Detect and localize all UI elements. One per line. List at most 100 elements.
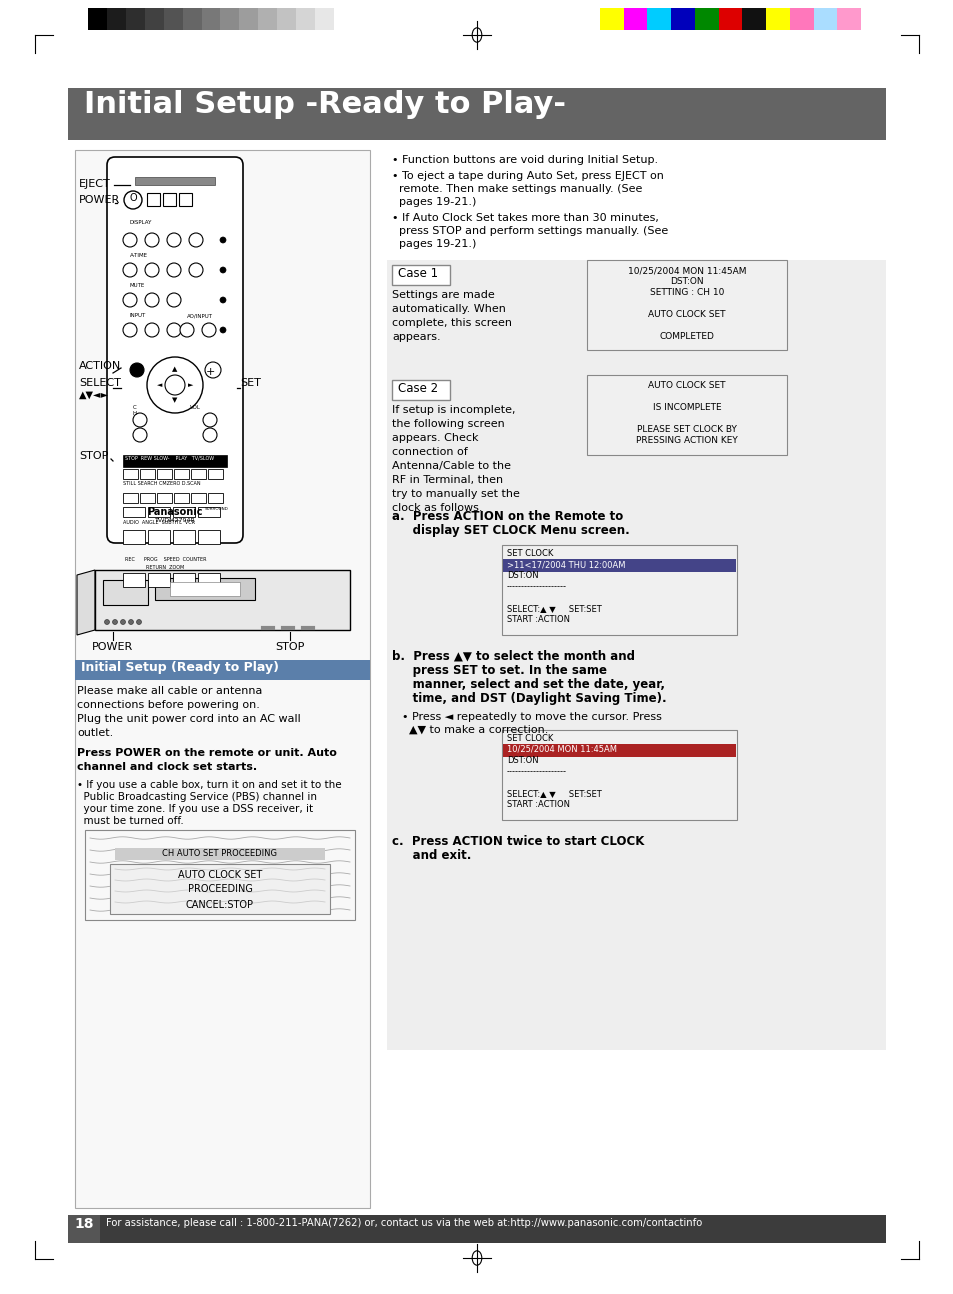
Bar xyxy=(157,468,172,479)
Text: • Press ◄ repeatedly to move the cursor. Press: • Press ◄ repeatedly to move the cursor.… xyxy=(401,712,661,722)
Circle shape xyxy=(124,192,142,210)
Text: SET CLOCK: SET CLOCK xyxy=(506,549,553,558)
Text: CANCEL:STOP: CANCEL:STOP xyxy=(186,901,253,910)
Text: Settings are made: Settings are made xyxy=(392,290,495,300)
Bar xyxy=(599,8,623,30)
Bar xyxy=(88,8,108,30)
Polygon shape xyxy=(77,569,95,635)
Text: press STOP and perform settings manually. (See: press STOP and perform settings manually… xyxy=(392,226,667,236)
Text: pages 19-21.): pages 19-21.) xyxy=(392,239,476,248)
Bar xyxy=(68,1215,885,1244)
Text: PRESSING ACTION KEY: PRESSING ACTION KEY xyxy=(636,436,737,445)
Bar xyxy=(173,493,189,503)
Text: PLEASE SET CLOCK BY: PLEASE SET CLOCK BY xyxy=(637,424,736,433)
Bar xyxy=(157,493,172,503)
Bar xyxy=(140,493,154,503)
Text: SURROUND: SURROUND xyxy=(205,507,229,511)
Text: DST:ON: DST:ON xyxy=(670,277,703,286)
Bar xyxy=(861,8,884,30)
Circle shape xyxy=(147,357,203,413)
Text: STOP: STOP xyxy=(79,452,109,461)
Text: STOP: STOP xyxy=(275,642,304,652)
Bar xyxy=(586,260,786,349)
Text: AUDIO  ANGLE  SUBTITL  VCR: AUDIO ANGLE SUBTITL VCR xyxy=(123,520,194,525)
Bar xyxy=(277,8,296,30)
Text: IS INCOMPLETE: IS INCOMPLETE xyxy=(652,402,720,411)
Bar xyxy=(126,8,145,30)
Bar xyxy=(172,507,194,518)
Text: STILL SEARCH CMZERO D.SCAN: STILL SEARCH CMZERO D.SCAN xyxy=(123,481,200,487)
Text: RETURN  ZOOM: RETURN ZOOM xyxy=(125,565,184,569)
Text: SET: SET xyxy=(240,378,260,388)
Text: For assistance, please call : 1-800-211-PANA(7262) or, contact us via the web at: For assistance, please call : 1-800-211-… xyxy=(106,1218,701,1228)
Text: ►: ► xyxy=(188,382,193,388)
Circle shape xyxy=(132,428,147,443)
Bar xyxy=(789,8,814,30)
Bar xyxy=(695,8,719,30)
Bar xyxy=(68,88,885,140)
Text: Please make all cable or antenna: Please make all cable or antenna xyxy=(77,686,262,696)
Bar xyxy=(586,375,786,455)
Bar xyxy=(387,260,885,1049)
Bar xyxy=(387,150,885,1209)
Text: outlet.: outlet. xyxy=(77,729,113,738)
Text: remote. Then make settings manually. (See: remote. Then make settings manually. (Se… xyxy=(392,184,641,194)
Text: AUTO CLOCK SET: AUTO CLOCK SET xyxy=(648,380,725,389)
Text: display SET CLOCK Menu screen.: display SET CLOCK Menu screen. xyxy=(392,524,629,537)
Bar xyxy=(671,8,695,30)
Text: Case 1: Case 1 xyxy=(397,267,437,280)
Bar xyxy=(148,507,170,518)
Bar xyxy=(501,730,737,820)
Circle shape xyxy=(112,620,117,625)
Text: the following screen: the following screen xyxy=(392,419,504,430)
Bar xyxy=(68,1215,100,1244)
Text: press SET to set. In the same: press SET to set. In the same xyxy=(392,664,606,677)
Bar xyxy=(502,559,735,572)
Bar xyxy=(837,8,861,30)
Text: Plug the unit power cord into an AC wall: Plug the unit power cord into an AC wall xyxy=(77,714,300,725)
Circle shape xyxy=(145,233,159,247)
Text: a.  Press ACTION on the Remote to: a. Press ACTION on the Remote to xyxy=(392,510,622,523)
Bar xyxy=(208,493,223,503)
Text: b.  Press ▲▼ to select the month and: b. Press ▲▼ to select the month and xyxy=(392,650,635,663)
Text: ◄: ◄ xyxy=(156,382,162,388)
Text: MUTE: MUTE xyxy=(130,283,145,289)
Text: Initial Setup -Ready to Play-: Initial Setup -Ready to Play- xyxy=(84,91,565,119)
Bar xyxy=(110,864,330,914)
Text: • Function buttons are void during Initial Setup.: • Function buttons are void during Initi… xyxy=(392,155,658,166)
Bar xyxy=(220,8,239,30)
Text: STOP  REW SLOW-    PLAY   TV/SLOW: STOP REW SLOW- PLAY TV/SLOW xyxy=(125,455,213,461)
Text: --------------------: -------------------- xyxy=(506,582,566,591)
Text: pages 19-21.): pages 19-21.) xyxy=(392,197,476,207)
Bar xyxy=(258,8,277,30)
Bar xyxy=(107,8,126,30)
Text: must be turned off.: must be turned off. xyxy=(77,817,184,826)
Text: SELECT:▲ ▼     SET:SET: SELECT:▲ ▼ SET:SET xyxy=(506,789,601,798)
Circle shape xyxy=(203,428,216,443)
Bar xyxy=(208,468,223,479)
Circle shape xyxy=(123,292,137,307)
Bar xyxy=(392,265,450,285)
Text: COMPLETED: COMPLETED xyxy=(659,333,714,342)
Text: If setup is incomplete,: If setup is incomplete, xyxy=(392,405,515,415)
Text: DST:ON: DST:ON xyxy=(506,571,538,580)
Bar xyxy=(170,582,240,597)
Bar xyxy=(191,493,206,503)
Text: DST:ON: DST:ON xyxy=(506,756,538,765)
Text: your time zone. If you use a DSS receiver, it: your time zone. If you use a DSS receive… xyxy=(77,804,313,814)
Bar xyxy=(647,8,671,30)
Bar xyxy=(123,455,227,467)
Text: DISPLAY: DISPLAY xyxy=(130,220,152,225)
Text: AUTO CLOCK SET: AUTO CLOCK SET xyxy=(648,311,725,320)
Bar xyxy=(201,8,221,30)
Circle shape xyxy=(220,298,226,303)
Text: channel and clock set starts.: channel and clock set starts. xyxy=(77,762,257,773)
Circle shape xyxy=(145,292,159,307)
Bar xyxy=(140,468,154,479)
Circle shape xyxy=(220,267,226,273)
Text: and exit.: and exit. xyxy=(392,849,471,862)
Text: PROCEEDING: PROCEEDING xyxy=(188,884,253,894)
Text: AO/INPUT: AO/INPUT xyxy=(187,313,213,318)
Circle shape xyxy=(203,413,216,427)
Circle shape xyxy=(129,620,133,625)
